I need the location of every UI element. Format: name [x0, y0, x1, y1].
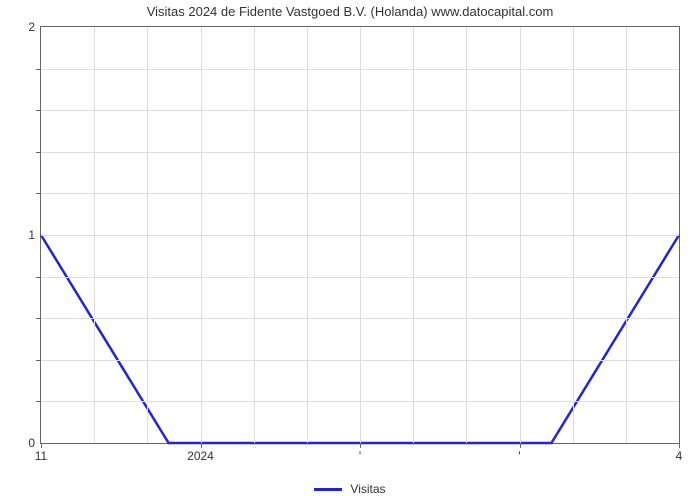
grid-line-h	[41, 277, 679, 278]
legend-label: Visitas	[350, 482, 385, 496]
x-tick-mark	[520, 443, 521, 448]
chart-container: Visitas 2024 de Fidente Vastgoed B.V. (H…	[0, 0, 700, 500]
y-tick-label: 2	[28, 20, 35, 34]
x-tick-label: '	[359, 449, 361, 463]
y-tick-mark	[36, 193, 41, 194]
grid-line-h	[41, 360, 679, 361]
x-tick-label: '	[518, 449, 520, 463]
grid-line-h	[41, 193, 679, 194]
y-tick-mark	[36, 318, 41, 319]
x-tick-label: 11	[35, 449, 47, 463]
chart-title: Visitas 2024 de Fidente Vastgoed B.V. (H…	[0, 4, 700, 19]
x-tick-mark	[201, 443, 202, 448]
x-tick-label: 2024	[187, 449, 214, 463]
legend: Visitas	[0, 482, 700, 496]
x-tick-label: 4	[676, 449, 683, 463]
y-tick-mark	[36, 152, 41, 153]
y-tick-mark	[36, 69, 41, 70]
grid-line-h	[41, 69, 679, 70]
y-tick-label: 0	[28, 436, 35, 450]
legend-swatch	[314, 488, 342, 491]
y-tick-mark	[36, 110, 41, 111]
grid-line-h	[41, 110, 679, 111]
plot-area: 012112024''4	[40, 26, 680, 444]
y-tick-mark	[36, 277, 41, 278]
grid-line-h	[41, 401, 679, 402]
x-tick-mark	[679, 443, 680, 448]
grid-line-h	[41, 318, 679, 319]
x-tick-mark	[360, 443, 361, 448]
y-tick-mark	[36, 401, 41, 402]
grid-line-h	[41, 152, 679, 153]
x-tick-mark	[41, 443, 42, 448]
y-tick-mark	[36, 360, 41, 361]
y-tick-label: 1	[28, 228, 35, 242]
grid-line-h	[41, 235, 679, 236]
